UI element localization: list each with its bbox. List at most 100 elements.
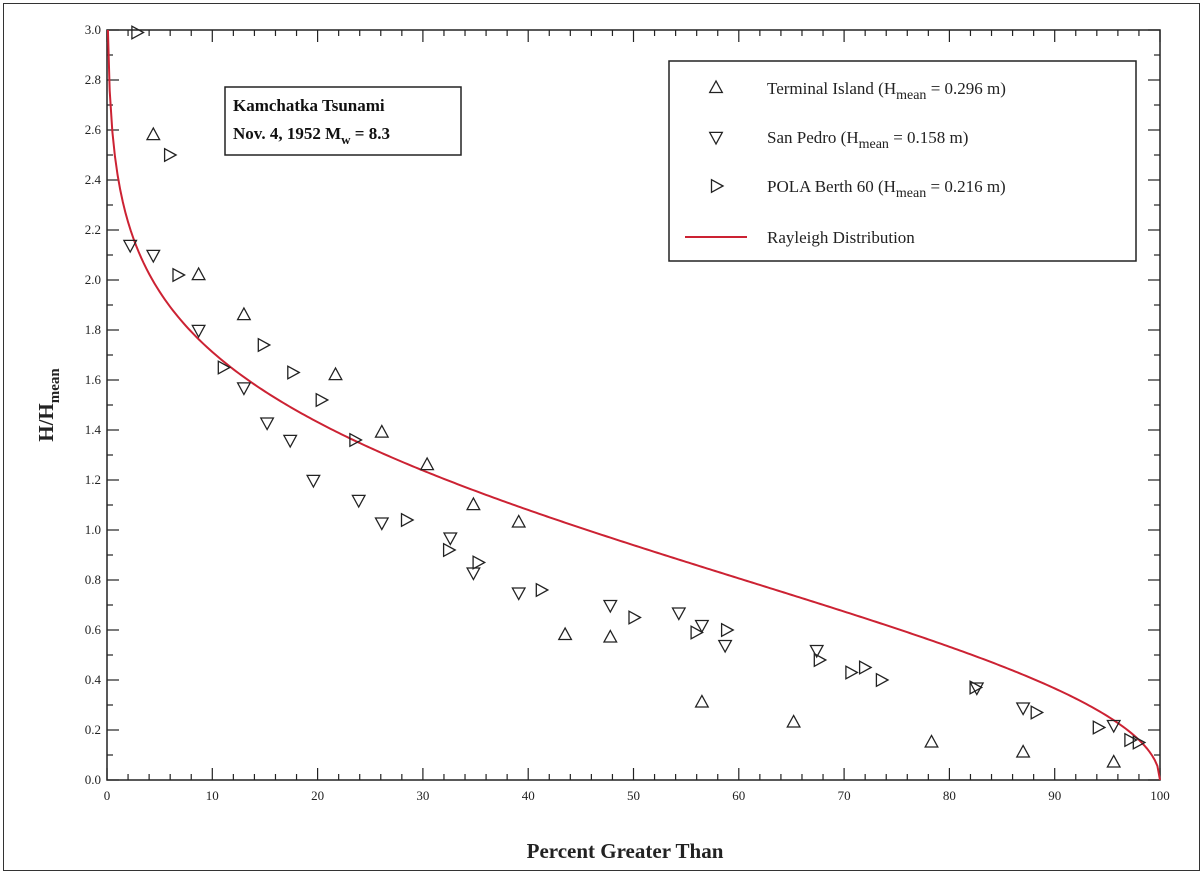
san-pedro-point <box>442 532 458 546</box>
title-box <box>224 86 462 156</box>
legend-pola-berth-60-sub: mean <box>896 186 926 201</box>
terminal-island-point <box>419 456 435 471</box>
legend-box <box>668 60 1137 262</box>
san-pedro-point <box>717 639 733 654</box>
san-pedro-point <box>145 249 161 264</box>
san-pedro-point <box>122 239 138 254</box>
terminal-island-point <box>374 424 390 438</box>
terminal-island-point <box>466 496 481 511</box>
x-tick-label: 70 <box>838 788 851 803</box>
legend-san-pedro-sub: mean <box>859 137 889 152</box>
y-tick-label: 1.6 <box>85 372 102 387</box>
pola-berth-60-point <box>400 512 415 528</box>
terminal-island-point <box>145 126 161 141</box>
san-pedro-point <box>809 644 825 659</box>
chart-title-line2-end: = 8.3 <box>351 124 390 143</box>
pola-berth-60-point <box>131 25 145 40</box>
san-pedro-point <box>259 417 275 431</box>
legend-marker-triangle-right <box>710 178 725 194</box>
chart-title-line2: Nov. 4, 1952 Mw = 8.3 <box>233 124 390 147</box>
x-tick-label: 100 <box>1150 788 1170 803</box>
chart-title-line2-main: Nov. 4, 1952 M <box>233 124 341 143</box>
y-tick-label: 1.0 <box>85 522 101 537</box>
terminal-island-point <box>511 514 527 528</box>
y-tick-label: 1.2 <box>85 472 101 487</box>
legend-markers <box>708 79 725 194</box>
pola-berth-60-point <box>875 672 890 688</box>
san-pedro-point <box>306 474 321 489</box>
legend-terminal-island: Terminal Island (Hmean = 0.296 m) <box>767 79 1006 103</box>
pola-berth-60-point <box>535 582 550 598</box>
pola-berth-60-point <box>720 622 735 638</box>
legend-san-pedro: San Pedro (Hmean = 0.158 m) <box>767 128 968 152</box>
terminal-island-point <box>786 714 801 728</box>
pola-berth-60-point <box>315 392 330 408</box>
legend-pola-berth-60-prefix: POLA Berth 60 (H <box>767 177 896 196</box>
y-tick-label: 3.0 <box>85 22 101 37</box>
legend: Terminal Island (Hmean = 0.296 m) San Pe… <box>668 60 1137 262</box>
legend-terminal-island-prefix: Terminal Island (H <box>767 79 896 98</box>
pola-berth-60-point <box>628 610 642 625</box>
y-tick-label: 2.6 <box>85 122 102 137</box>
x-tick-label: 50 <box>627 788 640 803</box>
y-tick-label: 0.4 <box>85 672 102 687</box>
san-pedro-point <box>511 587 527 601</box>
terminal-island-point <box>191 266 206 281</box>
rayleigh-curve <box>106 29 1161 781</box>
legend-marker-triangle-up <box>708 79 724 94</box>
san-pedro-point <box>351 494 367 509</box>
rayleigh-curve-layer <box>106 29 1161 781</box>
legend-san-pedro-prefix: San Pedro (H <box>767 128 859 147</box>
pola-berth-60-point <box>813 652 828 668</box>
pola-berth-60-point <box>1124 732 1138 748</box>
san-pedro-point <box>236 382 252 396</box>
san-pedro-point <box>602 599 618 614</box>
y-tick-label: 0.6 <box>85 622 102 637</box>
y-tick-label: 2.4 <box>85 172 102 187</box>
terminal-island-point <box>328 366 343 381</box>
pola-berth-60-point <box>257 337 272 353</box>
axis-tick-labels: 0 10 20 30 40 50 60 70 80 90 100 0.0 0.2 0.4 0.6 0.8 1.0… <box>85 22 1170 803</box>
legend-terminal-island-suffix: = 0.296 m) <box>926 79 1005 98</box>
y-axis-title-sub: mean <box>47 368 63 404</box>
legend-rayleigh-label: Rayleigh Distribution <box>767 228 915 247</box>
pola-berth-60-point <box>472 555 487 570</box>
pola-berth-60-point <box>172 267 186 283</box>
x-tick-label: 0 <box>104 788 111 803</box>
pola-berth-60-point <box>442 542 457 558</box>
data-points <box>122 25 1147 768</box>
san-pedro-point <box>374 517 390 531</box>
y-tick-label: 1.4 <box>85 422 102 437</box>
san-pedro-point <box>191 324 206 339</box>
terminal-island-point <box>924 734 939 748</box>
legend-terminal-island-sub: mean <box>896 88 926 103</box>
terminal-island-point <box>1015 744 1031 758</box>
pola-berth-60-point <box>217 360 232 375</box>
chart-title-line1: Kamchatka Tsunami <box>233 96 385 115</box>
x-tick-label: 90 <box>1048 788 1061 803</box>
y-tick-label: 0.2 <box>85 722 101 737</box>
y-tick-label: 2.0 <box>85 272 101 287</box>
pola-berth-60-point <box>1132 735 1147 750</box>
pola-berth-60-point <box>858 660 873 675</box>
x-axis-title: Percent Greater Than <box>527 839 724 863</box>
pola-berth-60-point <box>163 147 178 163</box>
y-axis-title-main: H/H <box>34 403 58 442</box>
terminal-island-point <box>1106 754 1122 768</box>
pola-berth-60-point <box>1030 705 1045 720</box>
y-tick-label: 2.8 <box>85 72 101 87</box>
pola-berth-60-point <box>969 680 984 695</box>
legend-pola-berth-60: POLA Berth 60 (Hmean = 0.216 m) <box>767 177 1006 201</box>
x-tick-label: 60 <box>732 788 745 803</box>
pola-berth-60-point <box>690 625 704 640</box>
axis-ticks <box>106 29 1161 781</box>
pola-berth-60-point <box>287 365 301 380</box>
y-tick-label: 0.0 <box>85 772 101 787</box>
san-pedro-point <box>1106 719 1122 734</box>
x-tick-label: 80 <box>943 788 956 803</box>
san-pedro-point <box>282 434 298 449</box>
san-pedro-point <box>694 619 710 634</box>
y-tick-label: 0.8 <box>85 572 101 587</box>
pola-berth-60-point <box>845 665 859 680</box>
